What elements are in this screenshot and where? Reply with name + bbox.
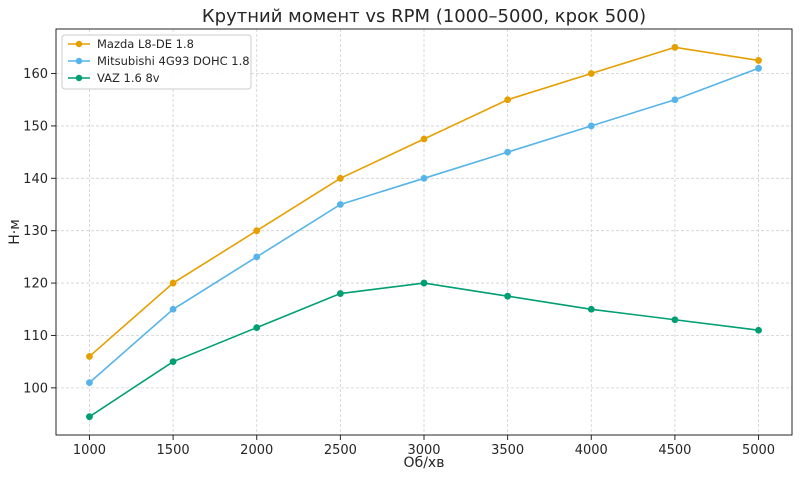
- data-point: [587, 70, 595, 77]
- series-layer: [86, 43, 762, 421]
- legend-item: VAZ 1.6 8v: [68, 71, 160, 85]
- legend-marker: [75, 57, 83, 65]
- data-point: [504, 96, 512, 104]
- data-point: [336, 290, 344, 297]
- x-tick-label: 1000: [73, 443, 106, 458]
- y-tick-label: 160: [23, 67, 48, 82]
- x-tick-label: 4500: [658, 443, 691, 458]
- data-point: [86, 413, 93, 421]
- data-point: [755, 57, 762, 64]
- y-tick-label: 120: [23, 277, 48, 292]
- grid-lines: [56, 29, 792, 435]
- legend-marker: [75, 74, 83, 82]
- data-point: [504, 148, 512, 156]
- legend-item: Mitsubishi 4G93 DOHC 1.8: [68, 54, 250, 68]
- x-tick-label: 3000: [407, 443, 440, 458]
- x-tick-label: 5000: [742, 443, 775, 458]
- data-point: [420, 135, 428, 143]
- data-point: [86, 353, 93, 360]
- data-point: [336, 174, 344, 182]
- legend-label: Mitsubishi 4G93 DOHC 1.8: [97, 54, 250, 68]
- legend: Mazda L8-DE 1.8 Mitsubishi 4G93 DOHC 1.8 V…: [61, 34, 252, 90]
- data-point: [420, 279, 428, 287]
- data-point: [755, 64, 762, 72]
- x-tick-label: 4000: [575, 443, 608, 458]
- y-tick-label: 140: [23, 172, 48, 187]
- y-tick-label: 150: [23, 119, 48, 134]
- y-axis-label: Н·м: [7, 219, 23, 245]
- x-tick-label: 1500: [157, 443, 190, 458]
- series-1: [86, 43, 762, 360]
- legend-label: Mazda L8-DE 1.8: [97, 37, 194, 51]
- series-2: [86, 64, 762, 387]
- data-point: [671, 43, 679, 51]
- legend-item: Mazda L8-DE 1.8: [68, 37, 194, 51]
- chart-title: Крутний момент vs RPM (1000–5000, крок 5…: [202, 6, 646, 27]
- y-tick-label: 130: [23, 224, 48, 239]
- x-tick-label: 2000: [240, 443, 273, 458]
- data-point: [504, 292, 512, 300]
- axis-ticks: 1000 1500 2000 2500 3000 3500 4000 4500 5000 100 1…: [23, 67, 775, 458]
- y-tick-label: 110: [23, 329, 48, 344]
- x-tick-label: 2500: [324, 443, 357, 458]
- data-point: [253, 324, 261, 332]
- y-tick-label: 100: [23, 381, 48, 396]
- data-point: [169, 279, 177, 287]
- data-point: [587, 122, 595, 130]
- legend-label: VAZ 1.6 8v: [97, 71, 160, 85]
- data-point: [253, 253, 261, 261]
- data-point: [755, 326, 762, 334]
- legend-marker: [75, 40, 83, 48]
- data-point: [169, 305, 177, 313]
- series-3: [86, 279, 762, 421]
- legend-box: [61, 34, 252, 90]
- data-point: [587, 305, 595, 313]
- x-tick-label: 3500: [491, 443, 524, 458]
- data-point: [86, 379, 93, 387]
- data-point: [336, 201, 344, 208]
- x-axis-label: Об/хв: [404, 455, 445, 471]
- data-point: [671, 316, 679, 324]
- data-point: [420, 174, 428, 182]
- data-point: [253, 227, 261, 235]
- data-point: [169, 358, 177, 366]
- data-point: [671, 96, 679, 104]
